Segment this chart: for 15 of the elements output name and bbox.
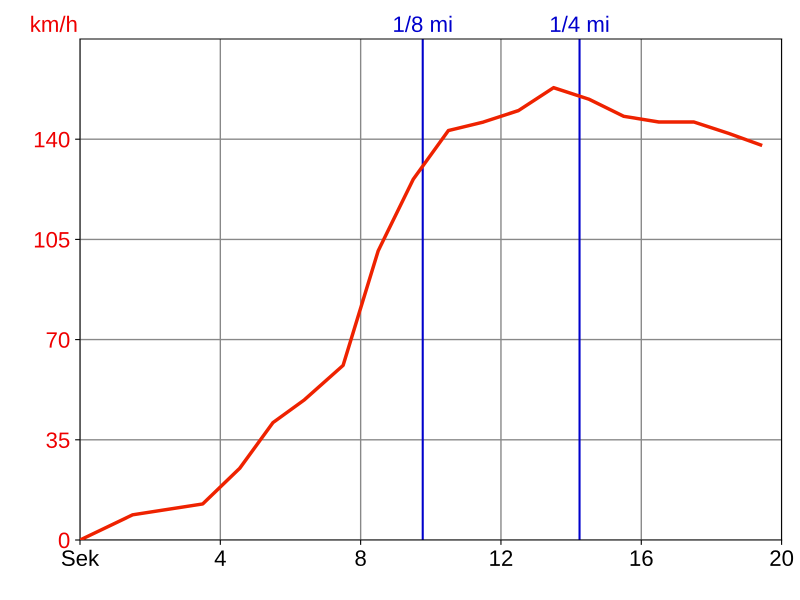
y-tick-label: 70 — [46, 332, 70, 348]
y-tick-label: 0 — [58, 532, 70, 548]
ref-line-label: 1/8 mi — [394, 16, 452, 32]
x-tick-label: 20 — [770, 550, 794, 566]
line-series — [80, 86, 762, 540]
x-tick-label: Sek — [62, 550, 100, 566]
x-tick-label: 16 — [630, 550, 653, 566]
ref-line-label: 1/4 mi — [550, 16, 608, 32]
x-tick-label: 8 — [355, 550, 366, 566]
y-tick-label: 35 — [46, 432, 70, 448]
x-tick-label: 12 — [490, 550, 512, 566]
y-tick-label: 140 — [34, 132, 70, 148]
x-tick-label: 4 — [214, 550, 226, 566]
y-tick-label: 105 — [34, 232, 70, 248]
y-axis-title: km/h — [31, 16, 76, 32]
